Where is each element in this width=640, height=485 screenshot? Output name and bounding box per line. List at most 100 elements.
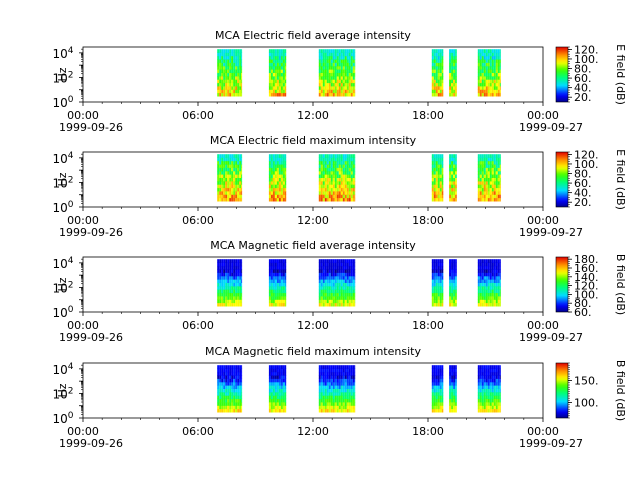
heat-cell (486, 289, 488, 293)
heat-cell (225, 372, 227, 376)
heat-cell (219, 392, 221, 396)
heat-cell (490, 168, 492, 172)
heat-cell (496, 375, 498, 379)
heat-cell (331, 59, 333, 63)
heat-cell (273, 392, 275, 396)
heat-cell (353, 296, 355, 300)
heat-cell (436, 198, 438, 202)
heat-cell (233, 89, 235, 93)
heat-cell (217, 286, 219, 290)
heat-cell (231, 286, 233, 290)
heat-cell (351, 86, 353, 90)
heat-cell (432, 161, 434, 165)
heat-cell (345, 389, 347, 393)
heat-cell (241, 303, 242, 307)
heat-cell (221, 188, 223, 192)
heat-cell (490, 154, 492, 158)
heat-cell (333, 273, 335, 277)
heat-cell (233, 365, 235, 369)
heat-cell (275, 73, 277, 77)
heat-cell (436, 53, 438, 57)
heat-cell (327, 369, 329, 373)
heat-cell (327, 154, 329, 158)
heat-cell (440, 93, 442, 97)
heat-cell (271, 168, 273, 172)
heat-cell (217, 89, 219, 93)
heat-cell (325, 59, 327, 63)
heat-cell (241, 266, 242, 270)
heat-cell (325, 379, 327, 383)
heat-cell (239, 385, 241, 389)
heat-cell (237, 372, 239, 376)
heat-cell (341, 259, 343, 263)
heat-cell (277, 86, 279, 90)
heat-cell (271, 73, 273, 77)
heat-cell (271, 273, 273, 277)
heat-cell (440, 158, 442, 162)
heat-cell (323, 83, 325, 87)
heat-cell (283, 259, 285, 263)
heat-cell (490, 299, 492, 303)
heat-cell (237, 178, 239, 182)
heat-cell (219, 154, 221, 158)
heat-cell (281, 89, 283, 93)
heat-cell (345, 66, 347, 70)
heat-cell (496, 69, 498, 73)
heat-cell (488, 266, 490, 270)
heat-cell (319, 266, 321, 270)
heat-cell (343, 303, 345, 307)
heat-cell (285, 164, 286, 168)
heat-cell (273, 181, 275, 185)
heat-cell (442, 89, 444, 93)
heat-cell (339, 392, 341, 396)
heat-cell (484, 279, 486, 283)
heat-cell (488, 399, 490, 403)
heat-cell (451, 181, 453, 185)
heat-cell (432, 296, 434, 300)
heat-cell (275, 405, 277, 409)
heat-cell (235, 79, 237, 83)
heat-cell (339, 174, 341, 178)
heat-cell (438, 63, 440, 67)
heat-cell (279, 279, 281, 283)
heat-cell (436, 289, 438, 293)
heat-cell (440, 289, 442, 293)
heat-cell (451, 56, 453, 60)
heat-cell (453, 76, 455, 80)
heat-cell (498, 56, 500, 60)
heat-cell (277, 269, 279, 273)
heat-cell (500, 296, 501, 300)
heat-cell (233, 86, 235, 90)
heat-cell (353, 66, 355, 70)
heat-cell (347, 164, 349, 168)
heat-cell (453, 296, 455, 300)
heat-cell (432, 395, 434, 399)
heat-cell (492, 266, 494, 270)
heat-cell (436, 154, 438, 158)
heat-cell (438, 178, 440, 182)
heat-cell (453, 69, 455, 73)
heat-cell (490, 53, 492, 57)
heat-cell (341, 405, 343, 409)
heat-cell (343, 89, 345, 93)
heat-cell (353, 49, 355, 53)
heat-cell (349, 86, 351, 90)
heat-cell (321, 375, 323, 379)
heat-cell (442, 379, 444, 383)
heat-cell (492, 365, 494, 369)
heat-cell (455, 289, 457, 293)
heat-cell (339, 188, 341, 192)
heat-cell (440, 154, 442, 158)
heat-cell (333, 73, 335, 77)
heat-cell (335, 49, 337, 53)
heat-cell (349, 184, 351, 188)
heat-cell (279, 89, 281, 93)
heat-cell (455, 66, 457, 70)
heat-cell (488, 286, 490, 290)
heat-cell (347, 154, 349, 158)
heat-cell (223, 276, 225, 280)
heat-cell (478, 168, 480, 172)
heat-cell (331, 161, 333, 165)
heat-cell (283, 399, 285, 403)
heat-cell (239, 158, 241, 162)
